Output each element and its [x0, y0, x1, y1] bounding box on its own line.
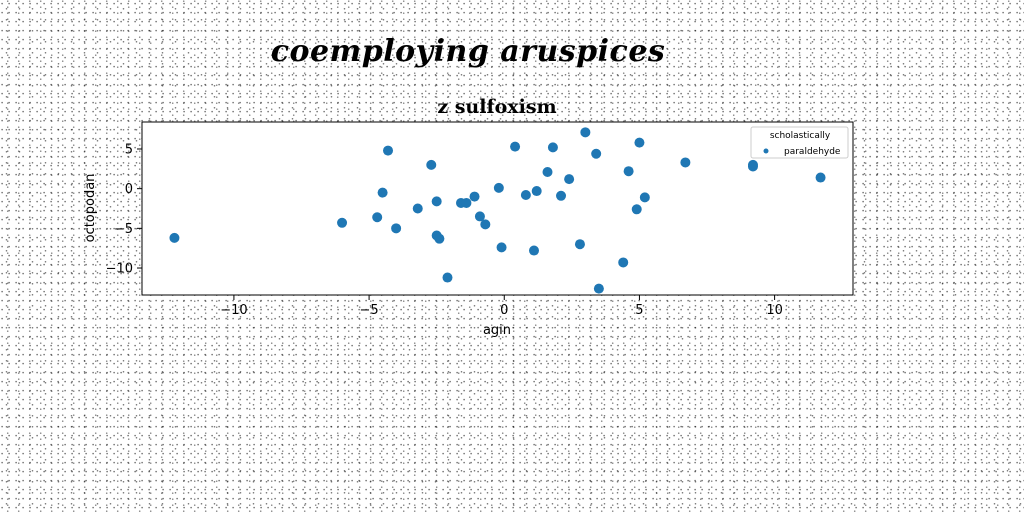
- x-tick-label: 10: [766, 303, 783, 318]
- chart-legend: scholastically paraldehyde: [750, 126, 849, 159]
- plot-area-frame: [141, 121, 854, 296]
- y-tick-label: −5: [114, 222, 133, 237]
- scatter-point: [574, 239, 585, 250]
- scatter-point: [618, 257, 629, 268]
- scatter-point: [480, 219, 491, 230]
- legend-marker: [763, 148, 769, 154]
- scatter-point: [412, 203, 423, 214]
- legend-entry-label: paraldehyde: [784, 147, 841, 157]
- scatter-point: [520, 190, 531, 201]
- scatter-point: [542, 166, 553, 177]
- scatter-point: [442, 272, 453, 283]
- scatter-point: [377, 187, 388, 198]
- x-tick-label: 0: [500, 303, 508, 318]
- scatter-point: [496, 242, 507, 253]
- scatter-point: [372, 212, 383, 223]
- scatter-point: [680, 157, 691, 168]
- y-axis-label: octopodan: [83, 174, 98, 243]
- scatter-point: [383, 145, 394, 156]
- scatter-point: [169, 232, 180, 243]
- scatter-point: [531, 186, 542, 197]
- scatter-points: [169, 127, 826, 294]
- scatter-point: [426, 159, 437, 170]
- scatter-point: [815, 172, 826, 183]
- x-tick-label: 5: [635, 303, 643, 318]
- x-tick-label: −5: [360, 303, 379, 318]
- legend-box: [750, 126, 849, 159]
- scatter-point: [623, 166, 634, 177]
- scatter-point: [639, 192, 650, 203]
- y-tick-label: −10: [106, 262, 133, 277]
- scatter-point: [580, 127, 591, 138]
- scatter-point: [747, 161, 758, 172]
- x-tick-label: −10: [220, 303, 247, 318]
- y-tick-label: 0: [125, 182, 133, 197]
- scatter-point: [634, 137, 645, 148]
- scatter-point: [593, 283, 604, 294]
- x-axis-label: agin: [483, 323, 511, 338]
- scatter-point: [510, 141, 521, 152]
- y-axis-ticks: 5 0 −5 −10: [106, 142, 142, 277]
- chart-title: z sulfoxism: [437, 96, 556, 118]
- scatter-point: [469, 191, 480, 202]
- scatter-point: [391, 223, 402, 234]
- scatter-point: [434, 233, 445, 244]
- x-axis-ticks: −10 −5 0 5 10: [220, 295, 783, 318]
- scatter-point: [631, 204, 642, 215]
- scatter-point: [528, 245, 539, 256]
- scatter-point: [564, 174, 575, 185]
- scatter-point: [431, 196, 442, 207]
- scatter-point: [556, 190, 567, 201]
- legend-title: scholastically: [770, 131, 831, 141]
- figure-suptitle: coemploying aruspices: [270, 34, 666, 69]
- scatter-point: [591, 148, 602, 159]
- scatter-point: [474, 211, 485, 222]
- y-tick-label: 5: [125, 142, 133, 157]
- scatter-point: [493, 182, 504, 193]
- scatter-point: [547, 142, 558, 153]
- scatter-point: [337, 217, 348, 228]
- scatter-point: [461, 197, 472, 208]
